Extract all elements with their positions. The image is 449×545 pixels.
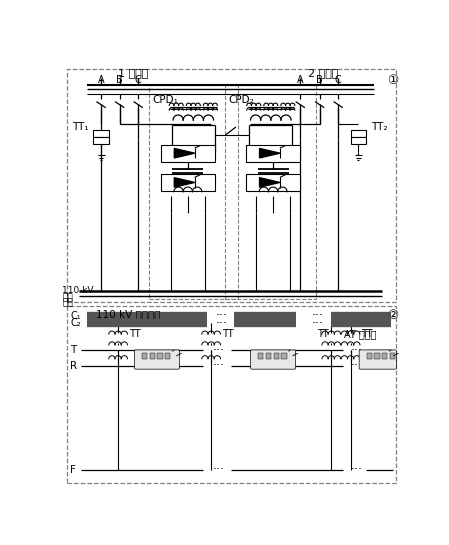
Bar — [390, 353, 395, 359]
Polygon shape — [260, 178, 280, 187]
Bar — [142, 353, 147, 359]
Polygon shape — [174, 148, 195, 158]
Text: 1 号进线: 1 号进线 — [119, 68, 149, 78]
Text: ···: ··· — [351, 463, 363, 476]
Bar — [161, 174, 215, 191]
Bar — [93, 137, 109, 144]
Text: ···: ··· — [215, 317, 227, 330]
Polygon shape — [260, 148, 280, 158]
Text: R: R — [70, 361, 77, 371]
Text: 牵引: 牵引 — [62, 293, 73, 302]
Bar — [351, 137, 366, 144]
Text: ···: ··· — [215, 309, 227, 322]
Text: TT: TT — [361, 329, 373, 339]
Bar — [157, 353, 163, 359]
Text: A: A — [297, 75, 304, 86]
Bar — [281, 353, 287, 359]
Text: ①: ① — [387, 74, 399, 87]
Bar — [161, 145, 215, 162]
Text: TT₂: TT₂ — [371, 122, 387, 132]
Text: 2 号进线: 2 号进线 — [308, 68, 339, 78]
Text: C₂: C₂ — [70, 318, 81, 328]
Text: AT 牵引网: AT 牵引网 — [343, 329, 376, 339]
Text: TT₁: TT₁ — [72, 122, 88, 132]
Text: F: F — [70, 465, 76, 475]
Bar — [382, 353, 387, 359]
Text: ···: ··· — [213, 359, 225, 372]
Text: TT: TT — [222, 329, 233, 339]
Text: CPD₁: CPD₁ — [152, 95, 178, 105]
Text: ···: ··· — [213, 463, 225, 476]
Bar — [366, 353, 372, 359]
Text: B: B — [116, 75, 123, 86]
Text: ···: ··· — [351, 359, 363, 372]
Bar — [351, 130, 366, 137]
Text: TT: TT — [317, 329, 329, 339]
Bar — [266, 353, 271, 359]
Text: TT: TT — [129, 329, 141, 339]
Polygon shape — [174, 178, 195, 187]
FancyBboxPatch shape — [251, 350, 295, 369]
Text: ···: ··· — [351, 344, 363, 357]
FancyBboxPatch shape — [134, 350, 179, 369]
Text: 110 kV: 110 kV — [62, 286, 94, 295]
Bar — [150, 353, 155, 359]
Bar — [258, 353, 264, 359]
FancyBboxPatch shape — [359, 350, 396, 369]
Text: ···: ··· — [213, 344, 225, 357]
Text: 母线: 母线 — [62, 298, 73, 307]
Text: T: T — [70, 346, 76, 355]
Text: ②: ② — [387, 308, 399, 322]
Bar — [93, 130, 109, 137]
Text: C₁: C₁ — [70, 311, 81, 320]
Text: C: C — [335, 75, 342, 86]
Text: ···: ··· — [312, 317, 324, 330]
Text: 110 kV 牵引电缆: 110 kV 牵引电缆 — [97, 310, 161, 319]
Bar — [246, 174, 300, 191]
Text: C: C — [135, 75, 141, 86]
Bar — [165, 353, 171, 359]
Text: ···: ··· — [312, 309, 324, 322]
Text: B: B — [316, 75, 323, 86]
Bar — [246, 145, 300, 162]
Text: CPD₂: CPD₂ — [228, 95, 254, 105]
Bar — [273, 353, 279, 359]
Text: A: A — [98, 75, 104, 86]
Bar — [374, 353, 380, 359]
